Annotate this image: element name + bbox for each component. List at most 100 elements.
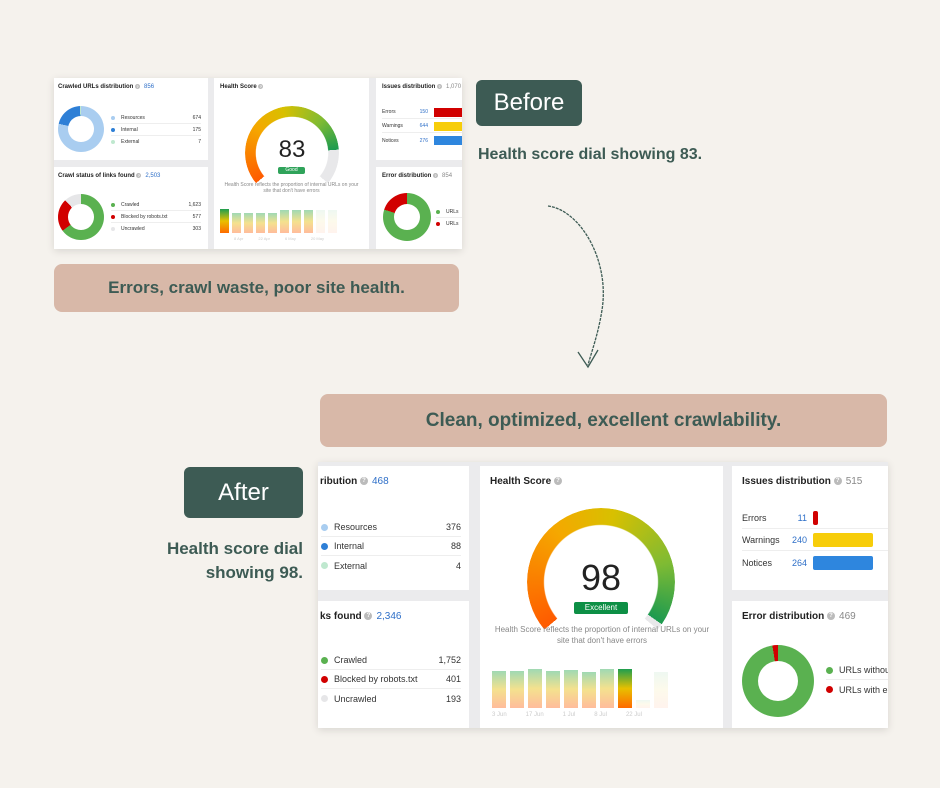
legend-item: URLs — [436, 218, 462, 230]
rating-badge: Good — [278, 167, 305, 174]
legend-item: URLs with er — [826, 680, 888, 699]
history-bar — [280, 210, 289, 233]
legend-item: External 7 — [111, 136, 201, 148]
error-distribution-donut — [383, 193, 431, 241]
health-score-value: 83 — [278, 136, 306, 163]
issue-row-notices[interactable]: Notices 276 — [382, 134, 462, 147]
history-bar — [528, 669, 542, 708]
score-history-chart — [492, 666, 692, 708]
health-score-value: 98 — [580, 557, 622, 598]
help-icon[interactable]: ? — [258, 84, 264, 89]
legend-item: External 4 — [321, 556, 461, 575]
issue-row-errors[interactable]: Errors 11 — [742, 508, 888, 529]
crawl-status-panel: ks found ? 2,346 Crawled 1,752 Blocked by … — [318, 601, 469, 728]
after-caption-line: Health score dial — [166, 539, 303, 558]
issue-row-warnings[interactable]: Warnings 644 — [382, 120, 462, 133]
help-icon[interactable]: ? — [833, 477, 842, 486]
issue-row-errors[interactable]: Errors 150 — [382, 106, 462, 119]
panel-title: ribution — [320, 476, 358, 487]
help-icon[interactable]: ? — [437, 84, 443, 89]
total-count: 854 — [442, 173, 453, 180]
panel-title: Issues distribution — [382, 84, 436, 91]
history-bar — [220, 209, 229, 233]
dot-icon — [111, 140, 115, 144]
dot-icon — [111, 115, 115, 120]
panel-title: Error distribution — [742, 611, 825, 622]
help-icon[interactable]: ? — [364, 612, 373, 621]
history-bar — [618, 669, 632, 708]
x-tick: 6 May — [284, 236, 296, 241]
dot-icon — [111, 127, 115, 132]
after-caption-line: showing 98. — [205, 563, 303, 582]
history-bar — [582, 672, 596, 708]
after-tag: After — [184, 467, 303, 518]
health-score-description: Health Score reflects the proportion of … — [224, 182, 359, 194]
after-callout: Clean, optimized, excellent crawlability… — [320, 394, 887, 447]
legend-item: URLs withou — [826, 661, 888, 680]
panel-title: Issues distribution — [742, 476, 831, 487]
issue-row-warnings[interactable]: Warnings 240 — [742, 530, 888, 551]
panel-title: Crawl status of links found — [58, 173, 135, 180]
issues-panel: Issues distribution ? 515 Errors 11 Warnin… — [732, 466, 888, 590]
error-distribution-panel: Error distribution ? 854 URLs URLs — [376, 167, 462, 249]
history-bar — [492, 671, 506, 708]
crawled-urls-panel: Crawled URLs distribution ? 856 Resources… — [54, 78, 208, 160]
history-bar — [232, 213, 241, 233]
warnings-bar — [434, 121, 462, 131]
history-bar — [546, 671, 560, 708]
crawled-urls-donut — [58, 106, 104, 152]
panel-title: Health Score — [490, 476, 552, 487]
history-bar — [244, 213, 253, 233]
x-tick: 1 Jul — [562, 712, 576, 718]
crawl-status-panel: Crawl status of links found ? 2,503 Crawl… — [54, 167, 208, 249]
history-bar — [256, 213, 265, 233]
total-count: 2,346 — [376, 611, 402, 622]
history-bar — [328, 210, 337, 233]
help-icon[interactable]: ? — [827, 612, 836, 621]
x-tick: 17 Jun — [525, 712, 544, 718]
help-icon[interactable]: ? — [135, 84, 141, 89]
x-tick: 3 Jun — [492, 712, 507, 718]
legend-item: Uncrawled 193 — [321, 689, 461, 708]
total-count: 856 — [144, 84, 155, 91]
x-tick: 22 Jul — [625, 712, 642, 718]
history-bar — [600, 669, 614, 708]
help-icon[interactable]: ? — [136, 173, 142, 178]
before-caption: Health score dial showing 83. — [478, 146, 703, 163]
legend-item: Uncrawled 303 — [111, 223, 201, 235]
history-bar — [636, 700, 650, 708]
issue-row-notices[interactable]: Notices 264 — [742, 552, 888, 573]
score-history-chart — [220, 208, 340, 233]
legend-item: URLs — [436, 206, 462, 218]
x-tick: 8 Apr — [234, 236, 244, 241]
health-score-gauge — [527, 508, 675, 656]
legend-item: Internal 175 — [111, 124, 201, 136]
help-icon[interactable]: ? — [433, 173, 439, 178]
arrow-icon — [547, 205, 604, 369]
history-bar — [654, 672, 668, 708]
crawled-urls-panel: ribution ? 468 Resources 376 Internal 88 Ex… — [318, 466, 469, 590]
error-distribution-panel: Error distribution ? 469 URLs withou URLs… — [732, 601, 888, 728]
x-tick: 8 Jul — [594, 712, 607, 718]
notices-bar — [434, 136, 462, 145]
crawl-status-donut — [58, 194, 104, 240]
issues-panel: Issues distribution ? 1,070 Errors 150 War… — [376, 78, 462, 160]
rating-badge: Excellent — [574, 602, 628, 614]
after-caption: Health score dial showing 98. — [120, 537, 303, 585]
legend-item: Blocked by robots.txt 577 — [111, 211, 201, 223]
total-count: 469 — [839, 611, 856, 622]
notices-bar — [813, 555, 873, 570]
after-screenshot: ribution ? 468 Resources 376 Internal 88 Ex… — [318, 462, 888, 728]
legend-item: Crawled 1,752 — [321, 651, 461, 670]
panel-title: ks found — [320, 611, 362, 622]
help-icon[interactable]: ? — [553, 477, 562, 486]
history-bar — [316, 210, 325, 233]
before-tag: Before — [476, 80, 582, 126]
health-score-description: Health Score reflects the proportion of … — [494, 625, 710, 645]
help-icon[interactable]: ? — [360, 477, 368, 486]
history-bar — [304, 210, 313, 233]
history-bar — [268, 213, 277, 233]
history-bar — [292, 210, 301, 233]
panel-title: Health Score — [220, 84, 257, 91]
total-count: 515 — [845, 476, 863, 487]
